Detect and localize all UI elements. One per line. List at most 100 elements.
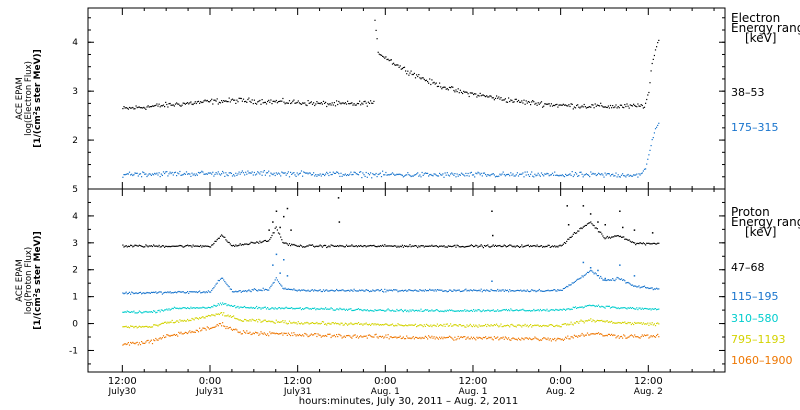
data-point xyxy=(307,289,309,291)
data-point xyxy=(286,243,288,245)
data-point xyxy=(366,337,368,339)
data-point xyxy=(622,236,624,238)
data-point xyxy=(181,291,183,293)
data-point xyxy=(130,341,132,344)
data-point xyxy=(296,172,298,174)
data-point xyxy=(157,174,159,176)
data-point xyxy=(543,309,545,311)
data-point xyxy=(127,342,129,344)
data-point xyxy=(195,329,197,331)
data-point xyxy=(311,322,314,324)
data-point xyxy=(199,102,201,104)
data-point xyxy=(574,232,577,234)
data-point xyxy=(263,240,265,242)
data-point xyxy=(454,91,456,93)
data-point xyxy=(414,309,417,312)
data-point xyxy=(543,290,545,292)
data-point xyxy=(149,106,151,108)
data-point xyxy=(126,343,128,345)
data-point xyxy=(199,172,201,174)
data-point xyxy=(419,77,421,79)
data-point xyxy=(357,322,360,324)
data-point xyxy=(397,291,399,293)
data-point xyxy=(620,104,623,106)
data-point xyxy=(159,176,161,178)
data-point xyxy=(657,124,659,126)
data-point xyxy=(562,243,564,245)
data-point xyxy=(569,309,571,311)
data-point xyxy=(498,290,500,292)
data-point xyxy=(617,321,619,324)
data-point xyxy=(570,321,572,323)
data-point xyxy=(313,334,315,336)
data-point xyxy=(445,310,447,312)
data-point xyxy=(216,239,218,241)
data-point xyxy=(224,236,226,238)
data-point xyxy=(584,224,586,227)
data-point xyxy=(500,174,502,176)
data-point xyxy=(264,101,266,103)
data-point xyxy=(263,170,265,172)
data-point xyxy=(157,292,159,294)
data-point xyxy=(641,307,643,309)
data-point xyxy=(250,306,252,308)
data-point xyxy=(589,304,591,306)
data-point xyxy=(634,174,636,176)
data-point xyxy=(156,245,158,247)
data-point xyxy=(254,242,257,244)
data-point xyxy=(624,321,626,323)
data-point xyxy=(374,309,376,311)
data-point xyxy=(339,307,341,309)
data-point xyxy=(542,290,544,292)
data-point xyxy=(635,322,637,324)
data-point xyxy=(228,241,230,244)
data-point xyxy=(411,309,413,311)
data-point xyxy=(535,102,537,104)
data-point xyxy=(359,336,361,338)
data-point xyxy=(146,340,148,342)
data-point xyxy=(536,174,538,176)
data-point xyxy=(525,174,527,176)
data-point xyxy=(599,277,601,279)
data-point xyxy=(338,173,340,175)
data-point xyxy=(167,106,169,108)
data-point xyxy=(280,100,282,102)
data-point xyxy=(360,290,362,292)
data-point xyxy=(361,289,363,291)
data-point xyxy=(165,291,167,293)
data-point xyxy=(277,321,280,323)
data-point xyxy=(214,240,216,242)
data-point xyxy=(250,241,252,243)
data-point xyxy=(316,321,318,324)
data-point xyxy=(240,320,242,322)
data-point xyxy=(272,100,274,102)
data-point xyxy=(579,107,581,109)
data-point xyxy=(225,303,227,305)
data-point xyxy=(366,309,368,311)
data-point xyxy=(280,308,282,310)
data-point xyxy=(648,91,650,94)
data-point xyxy=(451,309,453,311)
data-point xyxy=(597,104,600,107)
data-point xyxy=(483,245,486,247)
data-point xyxy=(331,335,333,337)
data-point xyxy=(280,333,282,335)
data-point xyxy=(403,66,406,68)
data-point xyxy=(128,311,131,313)
data-point xyxy=(524,290,526,292)
data-point xyxy=(160,246,162,248)
data-point xyxy=(409,337,411,339)
data-point xyxy=(580,227,582,229)
data-point xyxy=(559,338,561,340)
data-point xyxy=(326,289,328,291)
data-point xyxy=(399,173,401,175)
data-point xyxy=(363,101,365,103)
data-point xyxy=(475,339,477,341)
data-point xyxy=(399,290,401,292)
data-point xyxy=(549,290,551,292)
data-point xyxy=(600,174,602,176)
data-point xyxy=(457,335,459,338)
data-point xyxy=(502,171,504,173)
data-point xyxy=(391,63,394,65)
